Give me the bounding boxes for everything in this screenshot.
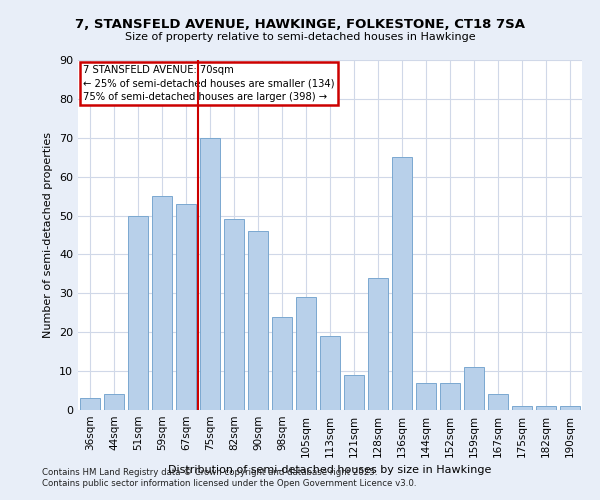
Bar (440, 383, 460, 410)
Bar (296, 297, 316, 410)
Bar (368, 278, 388, 410)
X-axis label: Distribution of semi-detached houses by size in Hawkinge: Distribution of semi-detached houses by … (169, 466, 491, 475)
Bar (560, 406, 580, 410)
Bar (80, 398, 100, 410)
Bar (248, 231, 268, 410)
Bar (392, 157, 412, 410)
Bar (152, 196, 172, 410)
Bar (176, 204, 196, 410)
Bar (512, 406, 532, 410)
Bar (488, 394, 508, 410)
Text: 7 STANSFELD AVENUE: 70sqm
← 25% of semi-detached houses are smaller (134)
75% of: 7 STANSFELD AVENUE: 70sqm ← 25% of semi-… (83, 66, 335, 102)
Bar (344, 375, 364, 410)
Bar (128, 216, 148, 410)
Text: Size of property relative to semi-detached houses in Hawkinge: Size of property relative to semi-detach… (125, 32, 475, 42)
Bar (416, 383, 436, 410)
Bar (224, 220, 244, 410)
Bar (272, 316, 292, 410)
Bar (464, 367, 484, 410)
Bar (200, 138, 220, 410)
Text: 7, STANSFELD AVENUE, HAWKINGE, FOLKESTONE, CT18 7SA: 7, STANSFELD AVENUE, HAWKINGE, FOLKESTON… (75, 18, 525, 30)
Text: Contains HM Land Registry data © Crown copyright and database right 2025.
Contai: Contains HM Land Registry data © Crown c… (42, 468, 416, 487)
Bar (104, 394, 124, 410)
Bar (536, 406, 556, 410)
Bar (320, 336, 340, 410)
Y-axis label: Number of semi-detached properties: Number of semi-detached properties (43, 132, 53, 338)
